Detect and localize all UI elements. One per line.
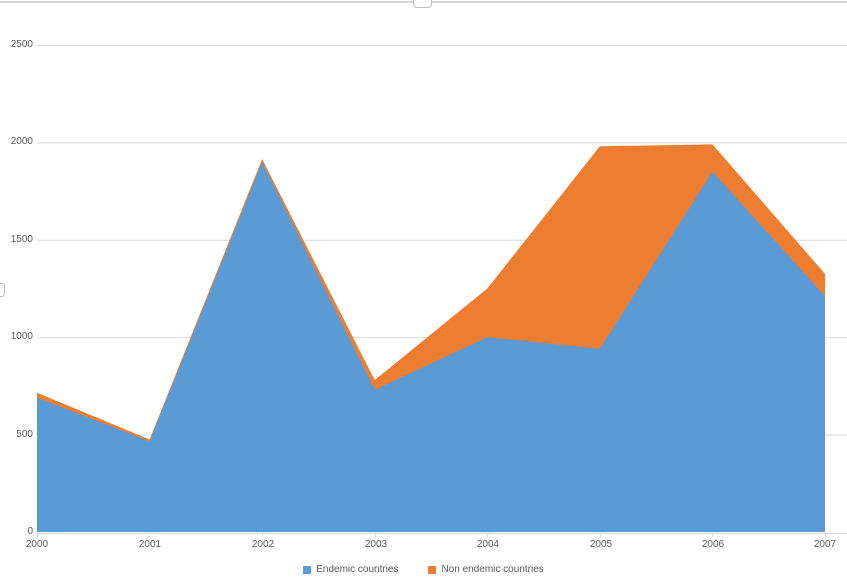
legend-label-non-endemic: Non endemic countries <box>441 564 544 575</box>
legend-swatch-non-endemic <box>428 565 437 574</box>
legend-swatch-endemic <box>303 565 312 574</box>
legend-item-endemic[interactable]: Endemic countries <box>303 564 398 575</box>
y-axis-label: 1500 <box>10 234 33 245</box>
y-axis-label: 2500 <box>10 39 33 50</box>
x-axis-label: 2006 <box>701 539 725 550</box>
x-axis-label: 2005 <box>589 539 613 550</box>
chart-resize-handle-left[interactable] <box>0 283 5 297</box>
area-series-0[interactable] <box>37 161 825 532</box>
legend-label-endemic: Endemic countries <box>316 564 399 575</box>
y-axis-label: 2000 <box>10 136 33 147</box>
y-axis-label: 0 <box>27 526 33 537</box>
x-axis-label: 2001 <box>138 539 162 550</box>
chart-legend: Endemic countries Non endemic countries <box>0 564 847 575</box>
chart-resize-handle-top[interactable] <box>413 0 432 8</box>
y-axis-label: 1000 <box>10 331 33 342</box>
x-axis-label: 2002 <box>251 539 275 550</box>
y-axis-label: 500 <box>16 429 33 440</box>
x-axis-label: 2003 <box>364 539 388 550</box>
x-axis-label: 2007 <box>813 539 837 550</box>
x-axis-label: 2004 <box>476 539 500 550</box>
legend-item-non-endemic[interactable]: Non endemic countries <box>428 564 544 575</box>
x-axis-label: 2000 <box>25 539 49 550</box>
